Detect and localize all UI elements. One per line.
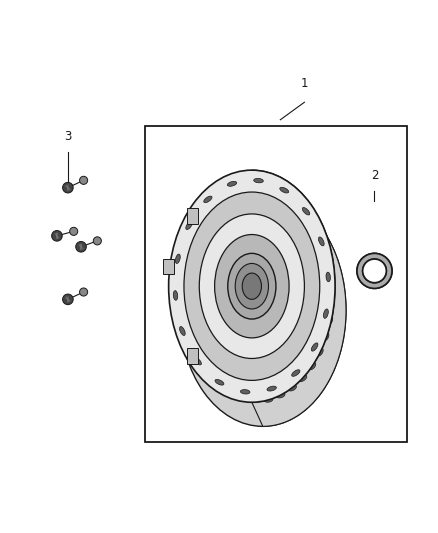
Ellipse shape xyxy=(309,362,316,370)
Ellipse shape xyxy=(302,207,310,215)
Ellipse shape xyxy=(292,370,300,376)
Ellipse shape xyxy=(169,170,335,402)
Ellipse shape xyxy=(323,333,329,341)
Ellipse shape xyxy=(326,272,330,282)
Ellipse shape xyxy=(277,189,285,195)
Ellipse shape xyxy=(204,196,212,203)
Circle shape xyxy=(76,241,86,252)
Text: 1: 1 xyxy=(300,77,308,90)
Ellipse shape xyxy=(277,392,285,398)
Circle shape xyxy=(357,253,392,288)
Ellipse shape xyxy=(180,194,346,426)
Ellipse shape xyxy=(299,375,307,382)
Ellipse shape xyxy=(180,327,185,335)
Circle shape xyxy=(80,288,88,296)
Ellipse shape xyxy=(173,290,178,300)
Ellipse shape xyxy=(227,181,237,186)
Ellipse shape xyxy=(328,316,333,324)
Ellipse shape xyxy=(267,386,276,391)
Circle shape xyxy=(52,231,62,241)
Bar xyxy=(187,208,198,224)
Ellipse shape xyxy=(318,237,324,246)
Ellipse shape xyxy=(317,231,323,239)
Ellipse shape xyxy=(215,379,224,385)
Circle shape xyxy=(63,294,73,305)
Circle shape xyxy=(80,176,88,184)
Circle shape xyxy=(63,182,73,193)
Circle shape xyxy=(70,227,78,236)
Bar xyxy=(145,126,407,442)
Polygon shape xyxy=(252,170,346,426)
Ellipse shape xyxy=(323,309,328,318)
Ellipse shape xyxy=(194,358,201,365)
Ellipse shape xyxy=(330,298,335,306)
Ellipse shape xyxy=(184,192,320,381)
Ellipse shape xyxy=(186,221,192,230)
Ellipse shape xyxy=(264,184,273,190)
Ellipse shape xyxy=(299,205,307,212)
Ellipse shape xyxy=(330,280,335,289)
Ellipse shape xyxy=(175,254,180,263)
Ellipse shape xyxy=(289,385,297,391)
Ellipse shape xyxy=(240,390,250,394)
Ellipse shape xyxy=(235,263,268,309)
Ellipse shape xyxy=(264,397,273,402)
Ellipse shape xyxy=(228,253,276,319)
Circle shape xyxy=(93,237,101,245)
Ellipse shape xyxy=(309,217,316,224)
Ellipse shape xyxy=(242,273,261,300)
Ellipse shape xyxy=(317,348,323,356)
Circle shape xyxy=(363,259,386,282)
Ellipse shape xyxy=(280,187,289,193)
Bar xyxy=(187,349,198,364)
Ellipse shape xyxy=(289,196,297,202)
Ellipse shape xyxy=(199,214,304,359)
Ellipse shape xyxy=(311,343,318,351)
Text: 2: 2 xyxy=(371,169,378,182)
Bar xyxy=(163,259,174,274)
Ellipse shape xyxy=(215,235,289,338)
Ellipse shape xyxy=(323,246,329,254)
Ellipse shape xyxy=(254,179,263,183)
Text: 3: 3 xyxy=(64,130,71,142)
Ellipse shape xyxy=(328,263,333,271)
